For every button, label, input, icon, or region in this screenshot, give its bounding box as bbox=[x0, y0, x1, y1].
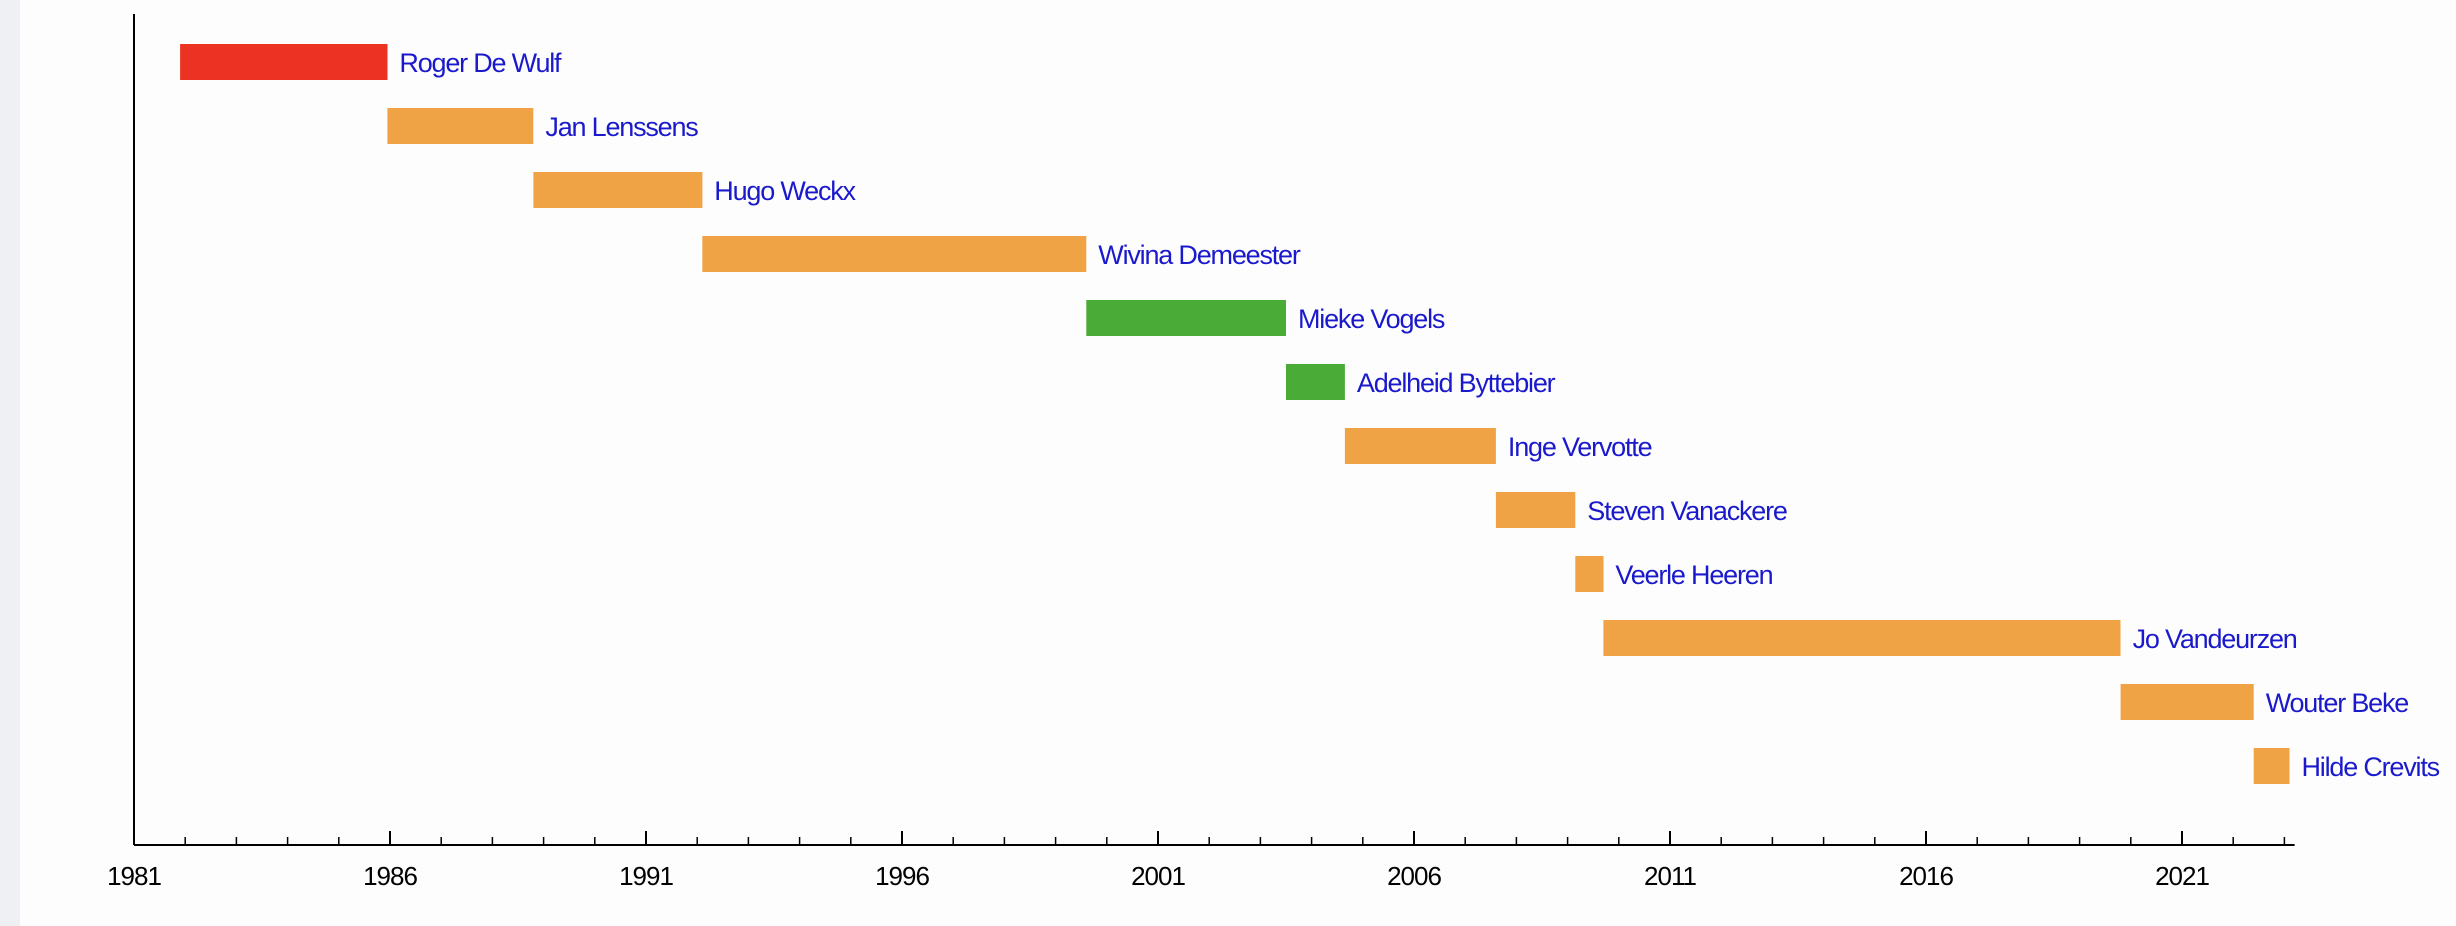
bar-label[interactable]: Hugo Weckx bbox=[714, 176, 857, 206]
timeline-chart: Roger De Wulf Jan Lenssens Hugo Weckx Wivin… bbox=[107, 14, 2441, 891]
labels-layer: Roger De Wulf Jan Lenssens Hugo Weckx Wivin… bbox=[399, 48, 2441, 782]
timeline-bar bbox=[533, 172, 703, 208]
timeline-bar bbox=[1603, 620, 2121, 656]
timeline-bar bbox=[1575, 556, 1604, 592]
x-tick-label: 2016 bbox=[1899, 861, 1953, 891]
bar-label[interactable]: Wouter Beke bbox=[2266, 688, 2410, 718]
timeline-bar bbox=[1495, 492, 1576, 528]
timeline-bar bbox=[1086, 300, 1286, 336]
timeline-bar bbox=[702, 236, 1087, 272]
x-axis: 1981 1986 1991 1996 2001 2006 2011 2016 2021 bbox=[107, 14, 2295, 891]
x-tick-label: 1991 bbox=[619, 861, 673, 891]
x-tick-label: 1986 bbox=[363, 861, 417, 891]
bar-label[interactable]: Wivina Demeester bbox=[1098, 240, 1302, 270]
bar-label[interactable]: Hilde Crevits bbox=[2302, 752, 2441, 782]
x-tick-label: 2011 bbox=[1644, 861, 1696, 891]
bar-label[interactable]: Steven Vanackere bbox=[1587, 496, 1788, 526]
x-tick-label: 2001 bbox=[1131, 861, 1185, 891]
bars-layer bbox=[180, 44, 2290, 784]
x-tick-label: 2021 bbox=[2155, 861, 2209, 891]
bar-label[interactable]: Adelheid Byttebier bbox=[1357, 368, 1557, 398]
timeline-bar bbox=[1286, 364, 1345, 400]
timeline-bar bbox=[1344, 428, 1496, 464]
timeline-bar bbox=[180, 44, 388, 80]
x-tick-label: 1996 bbox=[875, 861, 929, 891]
x-tick-label: 2006 bbox=[1387, 861, 1441, 891]
timeline-bar bbox=[2253, 748, 2290, 784]
bar-label[interactable]: Roger De Wulf bbox=[399, 48, 563, 78]
x-tick-label: 1981 bbox=[107, 861, 161, 891]
bar-label[interactable]: Jan Lenssens bbox=[545, 112, 699, 142]
bar-label[interactable]: Jo Vandeurzen bbox=[2133, 624, 2298, 654]
timeline-bar bbox=[387, 108, 534, 144]
timeline-bar bbox=[2120, 684, 2254, 720]
bar-label[interactable]: Inge Vervotte bbox=[1508, 432, 1653, 462]
bar-label[interactable]: Mieke Vogels bbox=[1298, 304, 1446, 334]
bar-label[interactable]: Veerle Heeren bbox=[1615, 560, 1773, 590]
